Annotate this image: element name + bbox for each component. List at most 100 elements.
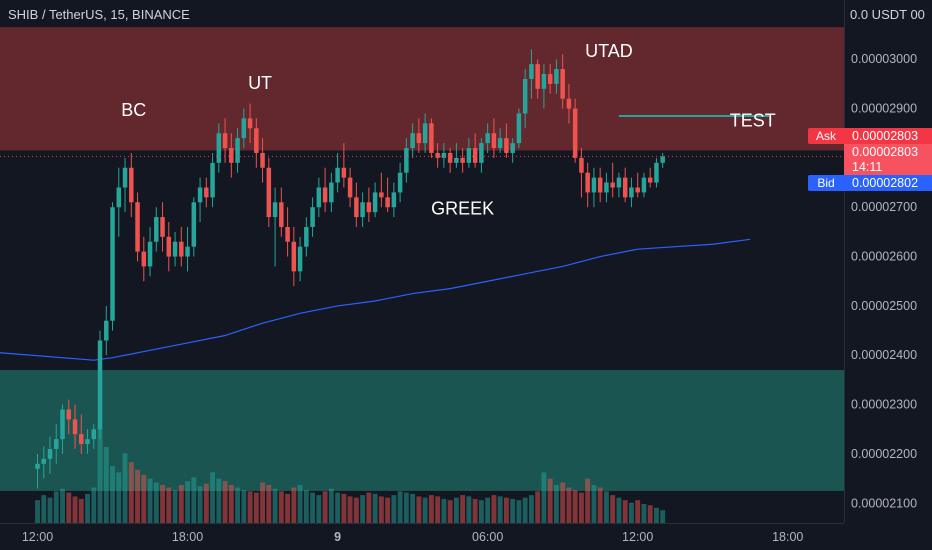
volume-bar <box>628 502 634 523</box>
volume-bar <box>378 496 384 523</box>
candle <box>279 187 284 237</box>
candle-body <box>516 113 522 144</box>
volume-bar <box>616 497 622 523</box>
candle-body <box>166 236 172 257</box>
candle <box>229 133 234 178</box>
candle-body <box>66 409 72 420</box>
candle-body <box>116 187 122 208</box>
volume-bar <box>47 497 53 523</box>
volume-bar <box>622 500 628 523</box>
volume-bar <box>297 485 303 523</box>
candle-body <box>72 419 78 435</box>
candle <box>35 453 40 489</box>
x-tick-label: 12:00 <box>622 530 653 544</box>
candle <box>272 187 278 267</box>
ask-price: 0.00002803 <box>844 128 932 144</box>
candle <box>260 138 265 183</box>
volume-bar <box>528 495 534 523</box>
candle <box>197 177 203 223</box>
candle <box>204 177 209 208</box>
volume-bar <box>66 492 72 523</box>
candle-body <box>241 118 247 139</box>
candle-body <box>422 123 428 144</box>
candle <box>91 424 97 449</box>
candle <box>116 167 122 237</box>
candle-body <box>291 241 297 272</box>
candle <box>297 236 303 282</box>
volume-bar <box>197 486 203 523</box>
y-tick-label: 0.00002200 <box>851 447 917 461</box>
volume-bar <box>128 462 134 523</box>
candle-body <box>529 64 534 79</box>
candle <box>79 414 84 454</box>
candle <box>291 226 297 287</box>
volume-bar <box>328 488 334 523</box>
price-scale[interactable] <box>844 0 932 523</box>
volume-bar <box>560 482 566 523</box>
volume-bar <box>135 469 140 523</box>
candle-body <box>454 157 459 163</box>
candle-body <box>597 177 603 193</box>
volume-bar <box>460 495 466 523</box>
candle <box>329 172 334 213</box>
volume-bar <box>272 488 278 523</box>
candle <box>535 59 540 99</box>
candle <box>579 148 584 198</box>
candle-body <box>279 202 284 227</box>
candle <box>604 172 609 203</box>
candle-body <box>554 69 559 84</box>
moving-average-line <box>0 238 751 361</box>
volume-bar <box>185 481 190 523</box>
bid-label: Bid <box>808 175 844 191</box>
candle <box>110 202 115 331</box>
candle <box>654 157 659 188</box>
volume-bar <box>316 495 322 523</box>
annotation-utad: UTAD <box>585 41 633 61</box>
candle-body <box>566 98 572 109</box>
price-scale-currency[interactable]: 0.0 USDT 00 <box>850 7 925 22</box>
volume-bar <box>285 493 291 523</box>
candle <box>510 138 515 163</box>
candle-body <box>235 138 240 163</box>
candle <box>247 103 253 144</box>
candle-body <box>316 187 322 208</box>
volume-bar <box>647 505 653 523</box>
candle-body <box>285 226 290 242</box>
candle-body <box>297 246 303 272</box>
volume-bar <box>566 487 572 523</box>
candle <box>629 177 634 208</box>
candle <box>179 226 184 267</box>
volume-bar <box>247 491 253 523</box>
candle-body <box>179 241 184 257</box>
volume-bar <box>72 496 78 523</box>
volume-bar <box>497 496 503 523</box>
time-scale[interactable] <box>0 523 844 550</box>
candle <box>304 217 309 257</box>
volume-bar <box>441 498 447 523</box>
candle-body <box>260 152 265 168</box>
candle <box>422 113 428 153</box>
candle-body <box>104 320 109 341</box>
bid-price: 0.00002802 <box>844 175 932 191</box>
candle <box>397 162 403 203</box>
candle <box>466 138 472 168</box>
candle <box>266 157 272 227</box>
volume-bar <box>360 495 366 523</box>
candle <box>72 404 78 449</box>
candle <box>316 177 322 218</box>
candle-body <box>485 133 490 144</box>
volume-bar <box>453 497 459 523</box>
volume-bar <box>116 472 122 523</box>
x-tick-label: 06:00 <box>472 530 503 544</box>
candle-body <box>622 177 628 198</box>
candle <box>660 152 665 168</box>
candle <box>641 172 647 198</box>
candle-body <box>272 202 278 218</box>
candle-body <box>197 187 203 203</box>
candle <box>416 118 422 153</box>
volume-bar <box>235 487 241 523</box>
volume-bar <box>635 500 641 523</box>
candle-body <box>560 69 565 99</box>
candle-body <box>47 448 53 459</box>
